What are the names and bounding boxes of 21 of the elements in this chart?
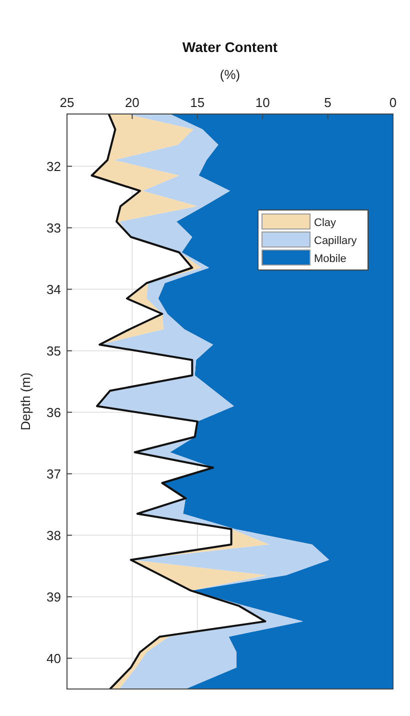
- legend-label: Clay: [314, 217, 337, 229]
- x-tick-label: 5: [324, 95, 332, 110]
- legend-label: Capillary: [314, 235, 358, 247]
- y-tick-label: 34: [46, 282, 61, 297]
- y-tick-label: 39: [46, 589, 61, 604]
- y-axis-title: Depth (m): [18, 372, 33, 430]
- y-tick-label: 33: [46, 220, 61, 236]
- x-tick-label: 15: [190, 95, 205, 110]
- y-tick-label: 40: [46, 650, 61, 666]
- x-tick-label: 0: [389, 95, 397, 110]
- y-tick-label: 36: [46, 404, 61, 420]
- x-tick-label: 10: [255, 95, 270, 110]
- x-axis-title: (%): [220, 67, 240, 82]
- x-tick-label: 20: [124, 95, 140, 110]
- series-label: Mobile: [314, 253, 346, 265]
- y-tick-label: 37: [46, 466, 61, 482]
- y-tick-label: 35: [46, 343, 61, 358]
- x-tick-label: 25: [60, 95, 74, 110]
- chart-title: Water Content: [182, 39, 278, 55]
- y-tick-label: 32: [46, 158, 61, 174]
- y-tick-label: 38: [46, 528, 61, 543]
